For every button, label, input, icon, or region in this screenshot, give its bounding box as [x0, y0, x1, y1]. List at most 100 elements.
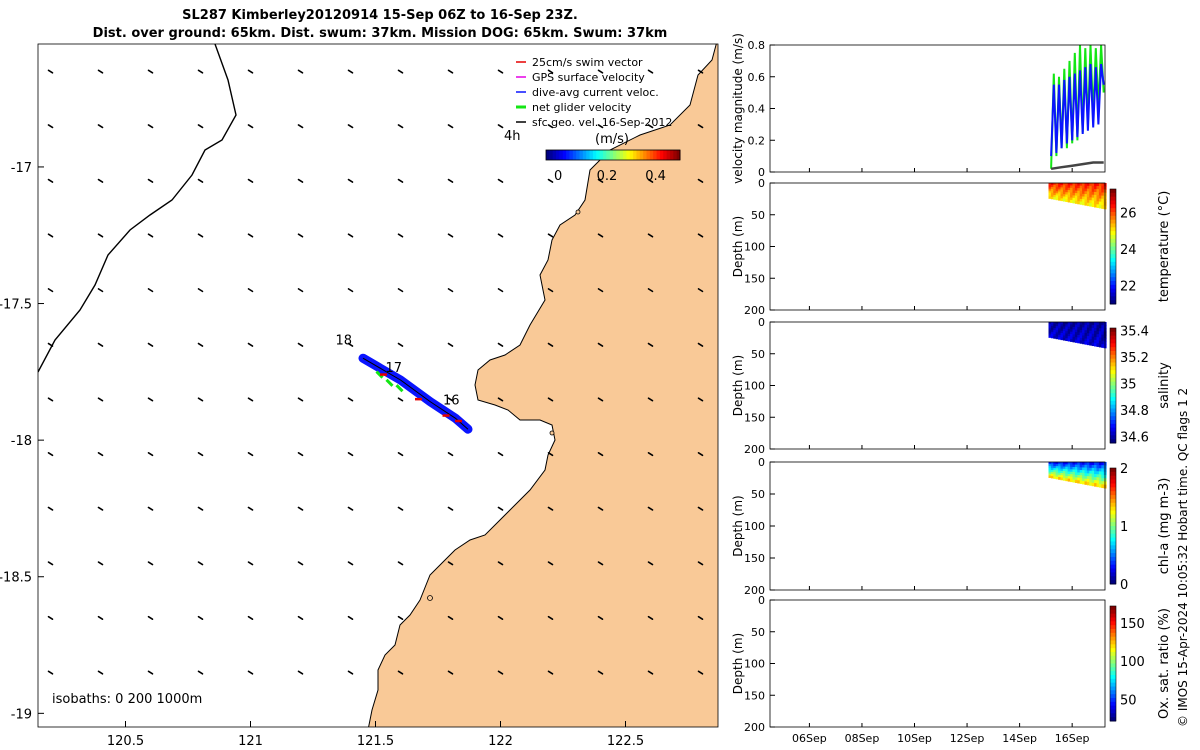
section-cell	[1072, 334, 1076, 338]
section-cell	[1072, 331, 1076, 335]
colorbar-segment	[1110, 227, 1116, 232]
colorbar-segment	[1110, 362, 1116, 367]
x-tick-label: 14Sep	[1002, 732, 1037, 745]
colorbar-segment	[1110, 200, 1116, 205]
section-cell	[1067, 322, 1071, 325]
section-cell	[1048, 475, 1052, 478]
section-cell	[1086, 336, 1090, 340]
section-cell	[1086, 470, 1090, 474]
section-cell	[1060, 324, 1064, 327]
geo-arrow	[47, 615, 54, 621]
section-cell	[1072, 476, 1076, 481]
section-cell	[1074, 462, 1078, 466]
section-cell	[1074, 327, 1078, 331]
section-cell	[1079, 480, 1083, 484]
section-cell	[1048, 196, 1052, 199]
section-cell	[1050, 335, 1054, 339]
section-cell	[1070, 199, 1073, 203]
colorbar-segment	[613, 150, 617, 160]
section-cell	[1065, 471, 1069, 475]
geo-arrow	[697, 615, 704, 621]
section-cell	[1053, 332, 1057, 335]
section-cell	[1060, 187, 1064, 191]
colorbar-segment	[1110, 564, 1116, 570]
section-cell	[1084, 185, 1088, 190]
geo-arrow	[247, 342, 254, 347]
map-content	[38, 44, 718, 727]
geo-arrow	[447, 124, 454, 129]
section-cell	[1082, 199, 1085, 203]
section-cell	[1058, 474, 1062, 478]
section-cell	[1048, 335, 1052, 338]
colorbar-segment	[1110, 189, 1116, 194]
section-cell	[1082, 193, 1085, 198]
geo-arrow	[197, 670, 204, 675]
section-cell	[1070, 476, 1073, 480]
section-cell	[1065, 326, 1069, 330]
geo-arrow	[247, 397, 254, 402]
section-cell	[1070, 471, 1073, 475]
section-cell	[1084, 470, 1088, 474]
colorbar-segment	[602, 150, 607, 160]
geo-arrow	[147, 561, 154, 566]
section-cell	[1091, 473, 1095, 478]
section-cell	[1058, 193, 1062, 197]
geo-arrow	[597, 397, 604, 402]
colorbar-segment	[1110, 296, 1116, 301]
colorbar-segment	[1110, 261, 1116, 267]
section-cell	[1098, 343, 1102, 348]
geo-arrow	[197, 233, 204, 238]
section-cell	[1089, 203, 1093, 207]
net-velocity-vector	[395, 384, 404, 393]
section-cell	[1050, 467, 1054, 471]
section-cell	[1103, 334, 1107, 339]
section-cell	[1079, 464, 1083, 468]
geo-arrow	[497, 561, 504, 566]
colorbar-segment	[1110, 576, 1116, 581]
section-cell	[1096, 474, 1100, 478]
section-cell	[1053, 195, 1057, 198]
section-cell	[1079, 329, 1083, 334]
section-cell	[1072, 336, 1076, 340]
section-cell	[1058, 322, 1062, 325]
colorbar-segment	[1110, 351, 1116, 356]
section-cell	[1082, 327, 1085, 331]
section-cell	[1050, 190, 1054, 194]
colorbar-segment	[1110, 231, 1116, 236]
colorbar-segment	[1110, 648, 1116, 653]
section-cell	[1089, 470, 1093, 475]
section-cell	[1084, 183, 1088, 187]
section-cell	[1082, 472, 1085, 477]
geo-arrow	[147, 69, 154, 74]
section-cell	[1086, 322, 1090, 326]
geo-arrow	[647, 69, 654, 74]
section-cell	[1055, 189, 1059, 192]
geo-arrow	[497, 124, 504, 129]
geo-arrow	[647, 288, 654, 293]
section-cell	[1074, 339, 1078, 343]
section-cell	[1096, 343, 1100, 347]
colorbar-label: Ox. sat. ratio (%)	[1157, 608, 1172, 719]
section-cell	[1072, 464, 1076, 468]
section-cell	[1074, 467, 1078, 471]
section-cell	[1053, 322, 1057, 325]
section-cell	[1067, 187, 1071, 191]
section-cell	[1053, 470, 1057, 473]
section-cell	[1082, 464, 1085, 469]
section-cell	[1072, 322, 1076, 326]
section-cell	[1058, 332, 1062, 336]
geo-arrow	[247, 615, 254, 621]
geo-arrow	[297, 506, 304, 511]
section-cell	[1067, 336, 1071, 340]
colorbar-segment	[599, 150, 604, 160]
colorbar-segment	[1110, 374, 1116, 379]
colorbar-segment	[1110, 640, 1116, 645]
geo-arrow	[347, 506, 354, 511]
colorbar-segment	[1110, 644, 1116, 649]
section-cell	[1070, 479, 1073, 483]
section-cell	[1060, 326, 1064, 330]
colorbar-segment	[582, 150, 587, 160]
section-cell	[1101, 331, 1105, 336]
colorbar-tick-label: 35.4	[1120, 325, 1149, 340]
colorbar-segment	[1110, 560, 1116, 566]
